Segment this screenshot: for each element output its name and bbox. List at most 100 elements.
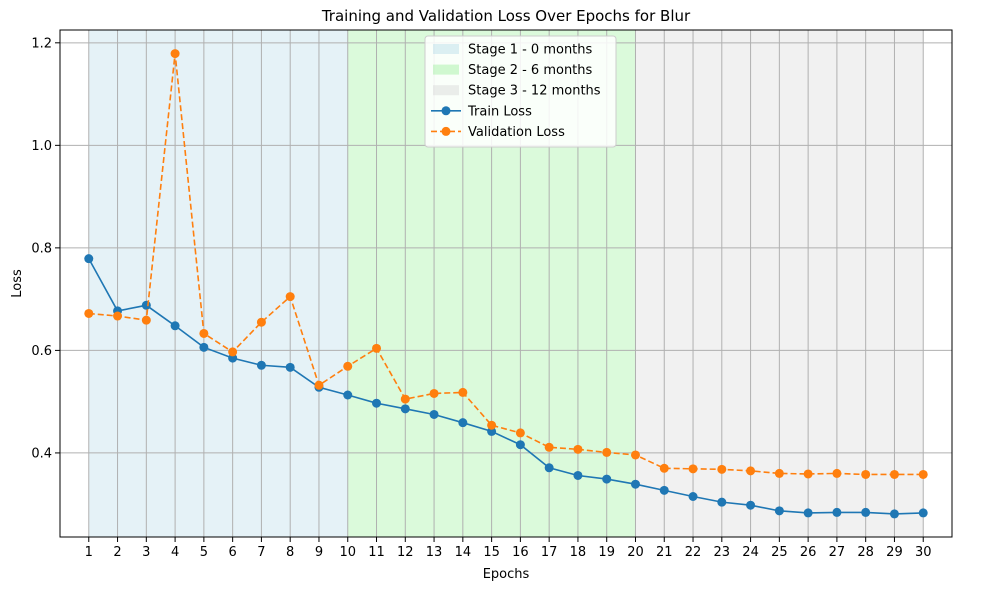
data-point bbox=[141, 300, 151, 310]
data-point bbox=[746, 500, 756, 510]
x-tick-label: 14 bbox=[455, 545, 472, 560]
y-tick-label: 0.6 bbox=[31, 344, 52, 359]
data-point bbox=[602, 474, 612, 484]
x-tick-label: 17 bbox=[541, 545, 558, 560]
y-ticks: 0.4 0.6 0.8 1.0 1.2 bbox=[31, 36, 60, 461]
data-point bbox=[717, 497, 727, 507]
data-point bbox=[285, 292, 295, 302]
legend-box bbox=[424, 35, 617, 148]
x-axis-label: Epochs bbox=[483, 567, 530, 582]
data-point bbox=[199, 342, 209, 352]
data-point bbox=[918, 508, 928, 518]
series-line-1 bbox=[88, 258, 924, 515]
series-line-2 bbox=[88, 53, 924, 476]
grid-lines bbox=[60, 30, 952, 537]
data-point bbox=[889, 509, 899, 519]
x-ticks: 1 2 3 4 5 6 7 8 9 10 11 12 13 14 15 16 17 18 19 20 21 22 23 24 2… bbox=[85, 537, 932, 560]
legend-patch bbox=[433, 64, 459, 75]
data-point bbox=[774, 468, 784, 478]
data-point bbox=[861, 469, 871, 479]
data-point bbox=[573, 470, 583, 480]
data-point bbox=[400, 394, 410, 404]
data-point bbox=[717, 464, 727, 474]
data-point bbox=[688, 492, 698, 502]
legend-marker bbox=[441, 126, 451, 136]
x-tick-label: 21 bbox=[656, 545, 673, 560]
x-tick-label: 24 bbox=[742, 545, 759, 560]
x-tick-label: 15 bbox=[483, 545, 500, 560]
data-point bbox=[228, 353, 238, 363]
data-point bbox=[372, 343, 382, 353]
x-tick-label: 5 bbox=[200, 545, 208, 560]
data-point bbox=[256, 360, 266, 370]
data-point bbox=[515, 440, 525, 450]
data-point bbox=[199, 328, 209, 338]
x-tick-label: 28 bbox=[857, 545, 874, 560]
x-tick-label: 6 bbox=[229, 545, 237, 560]
legend: Stage 1 - 0 months Stage 2 - 6 months Stag… bbox=[424, 35, 617, 148]
legend-patch bbox=[433, 44, 459, 54]
data-point bbox=[688, 464, 698, 474]
x-tick-label: 13 bbox=[426, 545, 443, 560]
legend-label: Stage 2 - 6 months bbox=[468, 63, 593, 78]
data-point bbox=[918, 469, 928, 479]
x-tick-label: 10 bbox=[339, 545, 356, 560]
data-point bbox=[659, 485, 669, 495]
x-tick-label: 29 bbox=[886, 545, 903, 560]
data-point bbox=[544, 463, 554, 473]
data-point bbox=[113, 311, 123, 321]
legend-label: Stage 3 - 12 months bbox=[468, 84, 601, 99]
data-point bbox=[803, 469, 813, 479]
x-tick-label: 19 bbox=[598, 545, 615, 560]
data-point bbox=[458, 387, 468, 397]
data-point bbox=[429, 409, 439, 419]
data-point bbox=[659, 463, 669, 473]
x-tick-label: 1 bbox=[85, 545, 93, 560]
data-point bbox=[573, 444, 583, 454]
data-point bbox=[84, 254, 94, 264]
y-axis-label: Loss bbox=[10, 269, 25, 298]
data-point bbox=[141, 315, 151, 325]
x-tick-label: 3 bbox=[142, 545, 150, 560]
data-point bbox=[630, 479, 640, 489]
data-point bbox=[400, 404, 410, 414]
x-tick-label: 9 bbox=[315, 545, 323, 560]
data-point bbox=[487, 420, 497, 430]
data-point bbox=[602, 447, 612, 457]
x-tick-label: 11 bbox=[368, 545, 385, 560]
chart-title: Training and Validation Loss Over Epochs… bbox=[321, 7, 691, 25]
data-point bbox=[343, 361, 353, 371]
x-tick-label: 4 bbox=[171, 545, 179, 560]
x-tick-label: 7 bbox=[257, 545, 265, 560]
x-tick-label: 27 bbox=[829, 545, 846, 560]
x-tick-label: 22 bbox=[685, 545, 702, 560]
x-tick-label: 18 bbox=[570, 545, 587, 560]
data-point bbox=[228, 347, 238, 357]
data-point bbox=[170, 321, 180, 331]
data-point bbox=[487, 426, 497, 436]
series-lines bbox=[84, 49, 928, 519]
legend-patch bbox=[433, 85, 459, 96]
data-point bbox=[774, 506, 784, 516]
data-point bbox=[861, 507, 871, 517]
x-tick-label: 30 bbox=[915, 545, 932, 560]
y-tick-label: 0.8 bbox=[31, 241, 52, 256]
data-point bbox=[256, 317, 266, 327]
data-point bbox=[84, 308, 94, 318]
x-tick-label: 25 bbox=[771, 545, 788, 560]
x-tick-label: 23 bbox=[714, 545, 731, 560]
data-point bbox=[372, 398, 382, 408]
data-point bbox=[458, 418, 468, 428]
data-point bbox=[746, 466, 756, 476]
legend-marker bbox=[441, 106, 451, 116]
data-point bbox=[314, 380, 324, 390]
data-point bbox=[803, 508, 813, 518]
data-point bbox=[544, 442, 554, 452]
data-point bbox=[285, 362, 295, 372]
data-point bbox=[630, 450, 640, 460]
y-tick-label: 0.4 bbox=[31, 446, 52, 461]
x-tick-label: 26 bbox=[800, 545, 817, 560]
x-tick-label: 16 bbox=[512, 545, 529, 560]
stage-band-1 bbox=[88, 30, 348, 537]
